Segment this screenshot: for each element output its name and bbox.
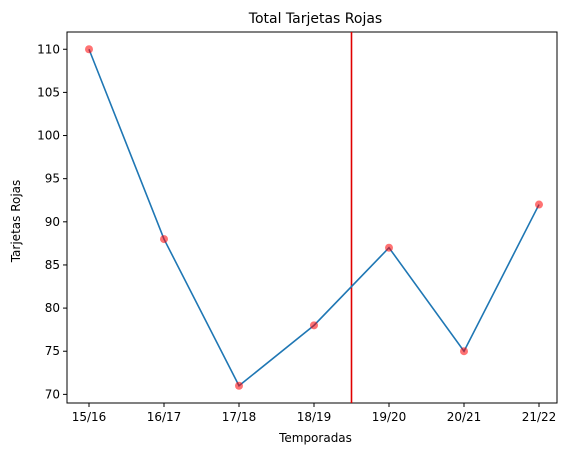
y-tick-label: 85 xyxy=(45,258,60,272)
y-tick-label: 95 xyxy=(45,172,60,186)
y-tick-label: 90 xyxy=(45,215,60,229)
y-axis: 70 75 80 85 90 95 100 105 110 xyxy=(37,42,67,401)
y-tick-label: 70 xyxy=(45,387,60,401)
data-point xyxy=(535,200,543,209)
data-point xyxy=(85,45,93,54)
y-axis-label: Tarjetas Rojas xyxy=(9,180,23,264)
chart-title: Total Tarjetas Rojas xyxy=(248,11,382,27)
y-tick-label: 100 xyxy=(37,129,60,143)
data-point xyxy=(235,381,243,390)
x-tick-label: 16/17 xyxy=(147,410,182,424)
y-tick-label: 105 xyxy=(37,85,60,99)
x-axis-label: Temporadas xyxy=(278,431,352,445)
series-line xyxy=(88,48,540,387)
x-tick-label: 18/19 xyxy=(297,410,332,424)
x-tick-label: 19/20 xyxy=(372,410,407,424)
data-point xyxy=(310,321,318,330)
x-tick-label: 20/21 xyxy=(447,410,482,424)
data-point xyxy=(160,235,168,244)
data-point xyxy=(385,243,393,252)
y-tick-label: 110 xyxy=(37,42,60,56)
y-tick-label: 75 xyxy=(45,344,60,358)
x-tick-label: 17/18 xyxy=(222,410,257,424)
x-tick-label: 15/16 xyxy=(72,410,107,424)
plot-area xyxy=(66,31,558,404)
y-tick-label: 80 xyxy=(45,301,60,315)
data-point xyxy=(460,347,468,356)
plot-frame xyxy=(66,31,558,404)
x-axis: 15/16 16/17 17/18 18/19 19/20 20/21 21/22 xyxy=(72,403,557,424)
x-tick-label: 21/22 xyxy=(522,410,557,424)
